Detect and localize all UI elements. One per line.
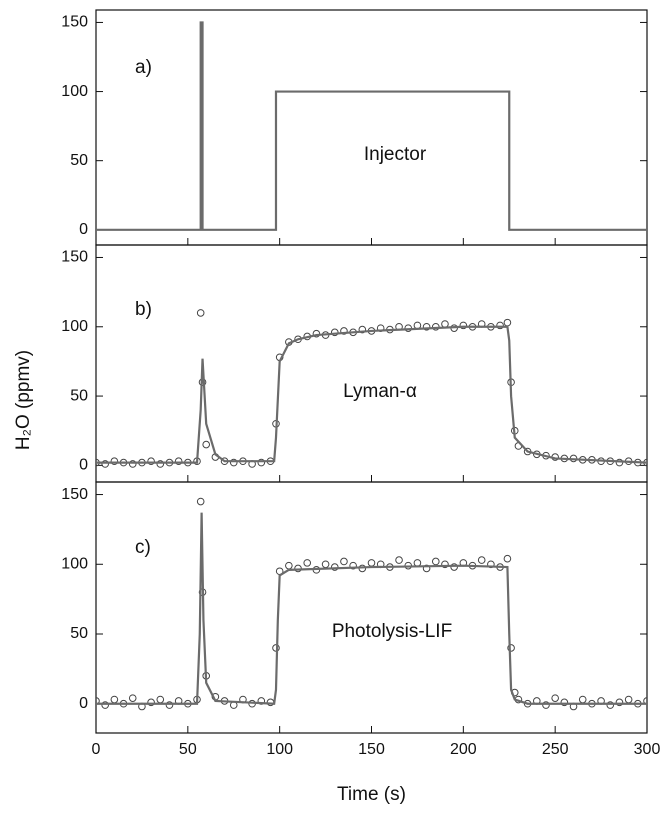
y-tick-label: 50 — [70, 152, 88, 169]
y-tick-label: 0 — [79, 695, 88, 712]
data-point — [312, 329, 321, 338]
data-point — [340, 327, 348, 335]
data-point — [330, 563, 339, 571]
data-point — [196, 309, 205, 317]
x-tick-label: 50 — [179, 741, 197, 758]
data-point — [257, 697, 266, 705]
data-point — [128, 460, 137, 468]
data-point — [257, 458, 266, 467]
plot-frame — [95, 244, 648, 483]
y-tick-label: 0 — [79, 221, 88, 238]
plot-frame — [95, 481, 648, 734]
data-point — [395, 556, 403, 564]
data-point — [340, 557, 348, 566]
x-tick-label: 300 — [634, 741, 661, 758]
data-point — [367, 559, 376, 567]
y-tick-label: 100 — [61, 83, 88, 100]
y-tick-label: 100 — [61, 318, 88, 335]
annotation: a) — [135, 57, 152, 78]
plot-frame — [95, 9, 648, 246]
x-tick-label: 250 — [542, 741, 569, 758]
x-tick-label: 0 — [92, 741, 101, 758]
data-point — [202, 440, 210, 449]
data-point — [229, 458, 238, 467]
y-tick-label: 50 — [70, 625, 88, 642]
data-point — [285, 561, 293, 570]
data-point — [503, 318, 512, 327]
plot-area — [96, 309, 647, 468]
data-point — [551, 694, 559, 702]
data-point — [96, 697, 100, 705]
data-point — [101, 460, 109, 468]
annotation: c) — [135, 537, 151, 558]
y-tick-label: 150 — [61, 14, 88, 31]
data-point — [459, 321, 468, 330]
data-point — [606, 701, 615, 709]
data-point — [578, 695, 587, 704]
data-point — [303, 559, 312, 567]
data-point — [422, 322, 431, 331]
data-point — [156, 460, 165, 468]
data-point — [624, 695, 633, 704]
annotation: Injector — [364, 144, 427, 165]
annotation: b) — [135, 299, 152, 320]
data-point — [321, 560, 330, 569]
data-point — [358, 325, 367, 334]
y-tick-label: 0 — [79, 457, 88, 474]
x-tick-label: 200 — [450, 741, 477, 758]
x-tick-label: 100 — [266, 741, 293, 758]
data-point — [615, 698, 624, 707]
data-point — [110, 457, 119, 466]
data-point — [110, 695, 119, 704]
data-point — [156, 695, 165, 704]
data-line — [96, 325, 647, 464]
data-point — [441, 320, 449, 328]
annotation: Lyman-α — [343, 381, 417, 402]
data-line — [96, 21, 647, 231]
data-point — [147, 457, 155, 466]
data-point — [441, 560, 449, 569]
data-point — [174, 457, 183, 466]
y-tick-label: 50 — [70, 387, 88, 404]
data-point — [349, 561, 357, 570]
y-tick-label: 150 — [61, 249, 88, 266]
y-tick-label: 150 — [61, 486, 88, 503]
data-point — [450, 563, 458, 571]
data-point — [330, 328, 339, 337]
data-point — [560, 698, 569, 707]
y-axis-label: H₂O (ppmv) — [13, 350, 34, 450]
data-point — [477, 556, 486, 564]
data-line — [96, 512, 647, 705]
data-point — [503, 554, 512, 563]
annotation: Photolysis-LIF — [332, 621, 452, 642]
data-point — [643, 697, 647, 705]
data-point — [431, 557, 440, 566]
x-axis-label: Time (s) — [337, 784, 406, 805]
data-point — [496, 321, 504, 330]
plot-area — [96, 21, 647, 231]
data-point — [165, 701, 174, 709]
data-point — [542, 701, 550, 709]
x-tick-label: 150 — [358, 741, 385, 758]
data-point — [507, 644, 515, 652]
data-point — [413, 559, 422, 567]
data-point — [196, 497, 205, 506]
plot-area — [96, 497, 647, 711]
data-point — [101, 701, 109, 709]
data-point — [128, 694, 137, 702]
data-point — [147, 698, 155, 707]
y-tick-label: 100 — [61, 555, 88, 572]
